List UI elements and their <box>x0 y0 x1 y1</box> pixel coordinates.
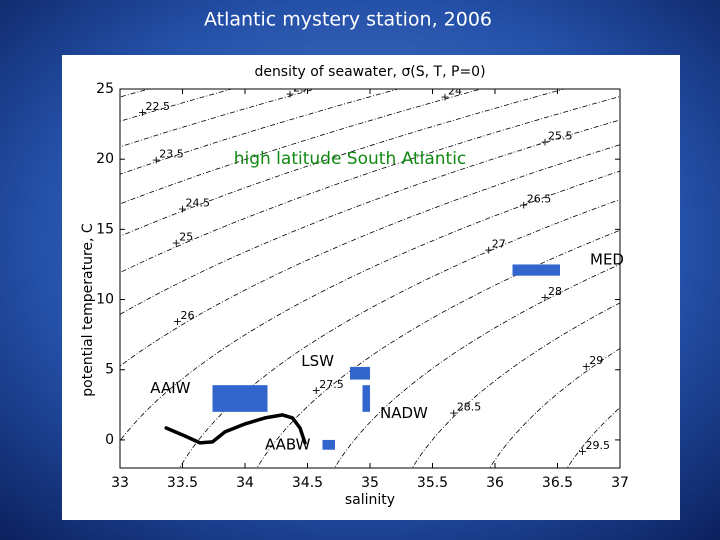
x-axis-label: salinity <box>345 492 395 508</box>
contour-label: 26 <box>181 309 195 322</box>
density-contour <box>334 263 620 468</box>
contour-marker: + <box>582 360 591 373</box>
chart-title: density of seawater, σ(S, T, P=0) <box>254 64 485 80</box>
clip-group: +22.5+23+23.5+24+24.5+25+25.5+26+26.5+27… <box>120 82 620 468</box>
contour-label: 24.5 <box>186 197 211 210</box>
contour-label: 29 <box>589 354 603 367</box>
contour-marker: + <box>484 243 493 256</box>
x-tick-label: 33 <box>111 475 129 491</box>
x-tick-label: 34 <box>236 475 254 491</box>
contour-label: 25 <box>179 230 193 243</box>
contour-label: 26.5 <box>527 193 552 206</box>
contour-label: 28 <box>548 285 562 298</box>
contour-label: 28.5 <box>457 400 482 413</box>
density-contour <box>120 170 620 442</box>
profile-line <box>164 413 307 445</box>
contour-marker: + <box>138 106 147 119</box>
water-mass-box <box>212 385 268 412</box>
x-tick-label: 35.5 <box>417 475 448 491</box>
contour-label: 23.5 <box>159 148 184 161</box>
x-tick-label: 35 <box>361 475 379 491</box>
contour-label: 27.5 <box>319 378 344 391</box>
y-tick-label: 10 <box>96 292 114 308</box>
contour-marker: + <box>440 90 449 103</box>
water-mass-label: AAIW <box>150 379 190 397</box>
y-tick-label: 20 <box>96 151 114 167</box>
density-contour <box>179 199 620 468</box>
density-contour <box>120 96 620 273</box>
contour-marker: + <box>285 88 294 101</box>
contour-marker: + <box>178 203 187 216</box>
plot-area: +22.5+23+23.5+24+24.5+25+25.5+26+26.5+27… <box>96 81 629 491</box>
contour-marker: + <box>152 154 161 167</box>
contour-marker: + <box>540 291 549 304</box>
water-mass-label: AABW <box>265 435 311 453</box>
x-tick-label: 36.5 <box>542 475 573 491</box>
contour-label: 27 <box>492 237 506 250</box>
contour-label: 25.5 <box>548 129 573 142</box>
annotation: high latitude South Atlantic <box>234 149 467 169</box>
x-tick-label: 33.5 <box>167 475 198 491</box>
contour-marker: + <box>449 406 458 419</box>
contour-marker: + <box>173 315 182 328</box>
contour-marker: + <box>519 199 528 212</box>
water-mass-box <box>322 439 335 450</box>
slide-title: Atlantic mystery station, 2006 <box>204 9 492 31</box>
water-mass-label: MED <box>590 251 624 269</box>
contour-marker: + <box>172 236 181 249</box>
water-mass-box <box>350 366 370 380</box>
contour-marker: + <box>578 445 587 458</box>
y-tick-label: 25 <box>96 81 114 97</box>
density-contour <box>120 119 620 315</box>
x-tick-label: 37 <box>611 475 629 491</box>
y-tick-label: 15 <box>96 221 114 237</box>
density-contour <box>256 229 620 468</box>
contour-marker: + <box>312 384 321 397</box>
y-tick-label: 0 <box>105 432 114 448</box>
contour-marker: + <box>540 135 549 148</box>
water-mass-box <box>362 385 370 412</box>
contour-label: 22.5 <box>146 100 171 113</box>
contour-label: 24 <box>448 84 462 97</box>
x-tick-label: 34.5 <box>292 475 323 491</box>
water-mass-label: NADW <box>380 404 428 422</box>
water-mass-label: LSW <box>301 352 334 370</box>
water-mass-box <box>512 264 560 276</box>
y-tick-label: 5 <box>105 362 114 378</box>
x-tick-label: 36 <box>486 475 504 491</box>
contour-label: 23 <box>293 82 307 95</box>
contour-label: 29.5 <box>586 439 611 452</box>
density-contour <box>120 89 400 175</box>
y-axis-label: potential temperature, C <box>80 223 96 397</box>
